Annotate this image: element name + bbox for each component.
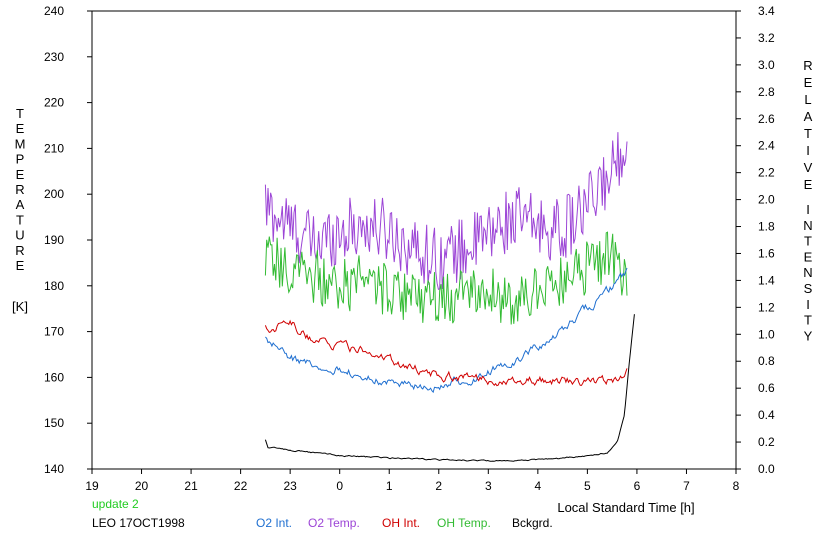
y-left-unit: [K] xyxy=(12,299,28,314)
ticks-layer xyxy=(87,10,741,474)
y-left-title-letter: A xyxy=(16,197,25,212)
y-right-title-letter: Y xyxy=(804,328,813,343)
x-tick-label: 3 xyxy=(485,479,492,493)
series-line-bckgrd xyxy=(264,314,635,462)
y-right-tick-label: 0.0 xyxy=(758,462,775,476)
y-left-title-letter: R xyxy=(15,182,24,197)
y-right-tick-label: 2.8 xyxy=(758,85,775,99)
y-right-title-letter: T xyxy=(804,234,812,249)
x-axis-label: Local Standard Time [h] xyxy=(557,500,694,515)
y-right-title-letter: N xyxy=(803,218,812,233)
series-line-oh-int xyxy=(264,319,628,387)
y-left-tick-label: 220 xyxy=(44,96,64,110)
y-left-tick-label: 160 xyxy=(44,370,64,384)
y-right-tick-label: 0.4 xyxy=(758,408,775,422)
status-label: update 2 xyxy=(92,497,139,511)
x-tick-label: 2 xyxy=(435,479,442,493)
y-right-tick-label: 2.0 xyxy=(758,193,775,207)
legend-oh-temp: OH Temp. xyxy=(437,516,491,530)
x-tick-label: 22 xyxy=(234,479,248,493)
y-right-title-letter: T xyxy=(804,313,812,328)
y-right-title-letter: I xyxy=(806,143,810,158)
x-tick-label: 6 xyxy=(634,479,641,493)
y-right-tick-label: 1.6 xyxy=(758,246,775,260)
y-right-title-letter: S xyxy=(804,281,813,296)
x-tick-label: 0 xyxy=(336,479,343,493)
y-left-title-letter: E xyxy=(16,121,25,136)
legend-bckgrd: Bckgrd. xyxy=(512,516,553,530)
y-right-tick-label: 0.2 xyxy=(758,435,775,449)
y-right-tick-label: 3.2 xyxy=(758,31,775,45)
station-label: LEO 17OCT1998 xyxy=(92,516,185,530)
y-left-tick-label: 200 xyxy=(44,187,64,201)
x-tick-label: 1 xyxy=(386,479,393,493)
y-right-tick-label: 0.6 xyxy=(758,381,775,395)
x-tick-label: 23 xyxy=(283,479,297,493)
y-left-title-letter: U xyxy=(15,228,24,243)
y-right-tick-label: 1.4 xyxy=(758,273,775,287)
y-right-tick-label: 3.0 xyxy=(758,58,775,72)
y-right-title-letter: N xyxy=(803,265,812,280)
y-right-title-letter: T xyxy=(804,126,812,141)
y-right-tick-label: 1.2 xyxy=(758,300,775,314)
y-right-tick-label: 2.4 xyxy=(758,139,775,153)
y-right-title-letter: V xyxy=(804,160,813,175)
x-tick-label: 20 xyxy=(135,479,149,493)
y-right-tick-label: 3.4 xyxy=(758,4,775,18)
series-layer xyxy=(264,132,635,462)
y-right-title-letter: L xyxy=(804,92,811,107)
series-line-o2-temp xyxy=(264,132,628,290)
y-left-tick-label: 190 xyxy=(44,233,64,247)
y-left-tick-label: 240 xyxy=(44,4,64,18)
legend-o2-int: O2 Int. xyxy=(256,516,292,530)
y-left-title-letter: P xyxy=(16,152,25,167)
y-right-title-letter: E xyxy=(804,177,813,192)
y-left-tick-label: 150 xyxy=(44,416,64,430)
y-left-tick-label: 170 xyxy=(44,325,64,339)
series-line-o2-int xyxy=(265,267,628,394)
y-left-title-letter: E xyxy=(16,258,25,273)
y-right-tick-label: 1.0 xyxy=(758,327,775,341)
legend-oh-int: OH Int. xyxy=(382,516,420,530)
y-left-tick-label: 210 xyxy=(44,141,64,155)
y-left-title-letter: E xyxy=(16,167,25,182)
y-left-title-letter: M xyxy=(15,136,26,151)
x-tick-label: 4 xyxy=(535,479,542,493)
x-tick-label: 5 xyxy=(584,479,591,493)
y-right-tick-label: 0.8 xyxy=(758,354,775,368)
y-right-tick-label: 2.6 xyxy=(758,112,775,126)
x-tick-label: 8 xyxy=(733,479,740,493)
y-right-title-letter: R xyxy=(803,58,812,73)
x-tick-label: 7 xyxy=(683,479,690,493)
x-tick-label: 21 xyxy=(184,479,198,493)
y-left-tick-label: 140 xyxy=(44,462,64,476)
labels-layer: 19 20 21 22 23 0 1 2 3 4 5 6 7 8240230220210200190180… xyxy=(12,4,813,493)
series-line-oh-temp xyxy=(264,231,628,325)
legend-o2-temp: O2 Temp. xyxy=(308,516,360,530)
y-right-tick-label: 1.8 xyxy=(758,220,775,234)
y-right-title-letter: E xyxy=(804,249,813,264)
y-left-tick-label: 180 xyxy=(44,279,64,293)
y-left-title-letter: T xyxy=(16,212,24,227)
y-left-tick-label: 230 xyxy=(44,50,64,64)
y-right-title-letter: A xyxy=(804,109,813,124)
x-tick-label: 19 xyxy=(85,479,99,493)
y-left-title-letter: R xyxy=(15,243,24,258)
y-right-title-letter: E xyxy=(804,75,813,90)
y-right-tick-label: 2.2 xyxy=(758,166,775,180)
y-right-title-letter: I xyxy=(806,202,810,217)
y-right-title-letter: I xyxy=(806,297,810,312)
y-left-title-letter: T xyxy=(16,106,24,121)
